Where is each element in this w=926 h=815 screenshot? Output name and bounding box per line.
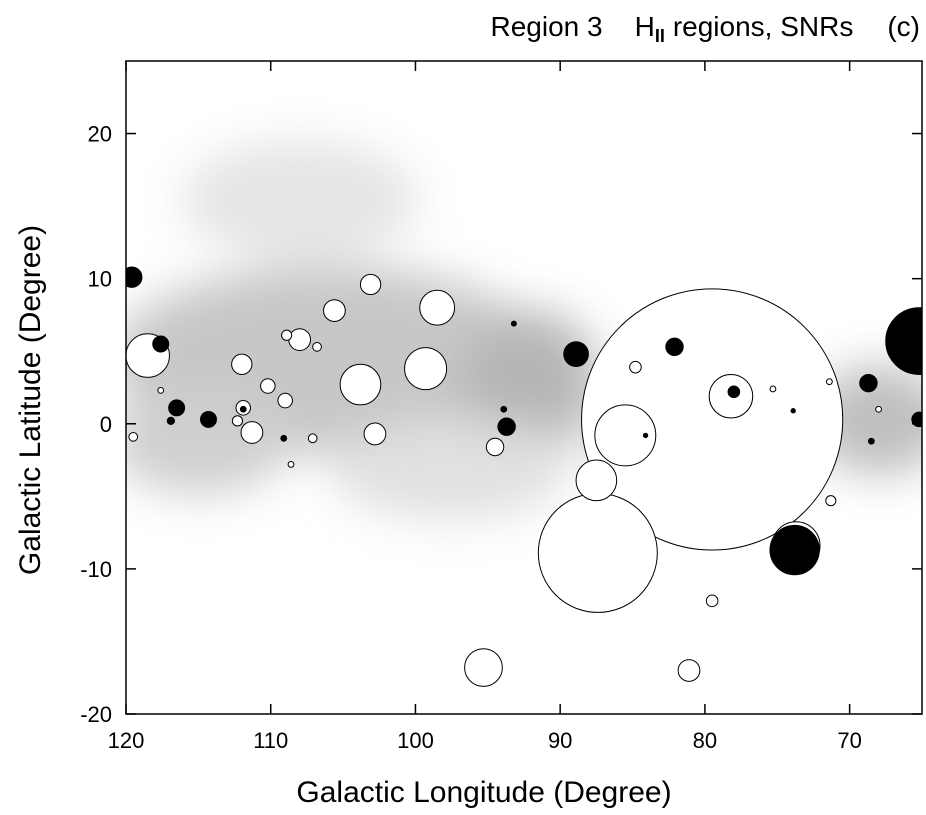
- title-part: (c): [887, 11, 920, 42]
- x-tick-label: 70: [837, 728, 861, 753]
- title-part: Region 3: [490, 11, 602, 42]
- filled-circle: [727, 385, 741, 399]
- open-circle: [277, 392, 293, 409]
- open-circle: [485, 437, 505, 457]
- filled-circle: [126, 266, 143, 288]
- open-circle: [464, 648, 503, 687]
- open-circle: [537, 492, 658, 613]
- filled-circle: [885, 307, 922, 375]
- open-circle: [323, 299, 346, 322]
- filled-circle: [239, 405, 247, 413]
- open-circle: [363, 422, 387, 446]
- open-circle: [339, 363, 382, 406]
- filled-circle: [152, 335, 170, 353]
- open-circle: [260, 378, 276, 394]
- open-circle: [419, 289, 456, 326]
- open-circle: [594, 404, 657, 467]
- y-tick-label: 0: [100, 412, 112, 437]
- open-circle: [825, 378, 833, 386]
- filled-circle: [859, 373, 878, 393]
- title-part: regions, SNRs: [673, 11, 854, 42]
- open-circle: [705, 594, 719, 608]
- x-tick-label: 80: [693, 728, 717, 753]
- title-subscript: II: [655, 26, 665, 46]
- filled-circle: [500, 405, 508, 413]
- filled-circle: [280, 434, 288, 442]
- x-tick-label: 90: [548, 728, 572, 753]
- filled-circle: [497, 417, 516, 436]
- open-circle: [581, 288, 844, 551]
- filled-circle: [510, 320, 517, 327]
- x-tick-label: 100: [397, 728, 434, 753]
- open-circle: [359, 273, 382, 296]
- open-circle: [240, 421, 264, 444]
- open-circle: [404, 347, 448, 391]
- filled-circle: [867, 437, 875, 445]
- filled-circle: [168, 399, 186, 417]
- filled-circle: [563, 341, 589, 367]
- open-circle: [825, 495, 837, 507]
- title-part: H: [635, 11, 655, 42]
- y-axis-label: Galactic Latitude (Degree): [14, 225, 47, 575]
- filled-circle: [769, 524, 820, 576]
- y-tick-label: -10: [80, 557, 112, 582]
- filled-circle: [200, 410, 217, 428]
- filled-circle: [790, 408, 796, 414]
- y-tick-label: -20: [80, 702, 112, 727]
- filled-circle: [642, 432, 649, 439]
- open-circle: [157, 387, 165, 394]
- open-circle: [128, 431, 139, 442]
- open-circle: [231, 415, 244, 427]
- open-circle: [769, 385, 777, 393]
- open-circle: [231, 353, 253, 375]
- plot-area: [126, 266, 922, 687]
- open-circle: [875, 405, 882, 413]
- open-circle: [575, 459, 618, 502]
- x-tick-label: 120: [108, 728, 145, 753]
- open-circle: [288, 328, 312, 351]
- open-circle: [281, 329, 293, 341]
- open-circle: [307, 433, 318, 444]
- open-circle: [677, 659, 701, 682]
- open-circle: [287, 461, 295, 468]
- filled-circle: [665, 337, 684, 357]
- chart-title: Region 3 HII regions, SNRs (c): [490, 11, 920, 46]
- plot-frame: [125, 60, 923, 715]
- y-tick-label: 20: [88, 122, 112, 147]
- filled-circle: [166, 416, 175, 426]
- x-axis-label: Galactic Longitude (Degree): [296, 776, 671, 809]
- y-tick-label: 10: [88, 267, 112, 292]
- x-tick-label: 110: [253, 728, 288, 753]
- open-circle: [629, 360, 642, 374]
- open-circle: [312, 342, 322, 352]
